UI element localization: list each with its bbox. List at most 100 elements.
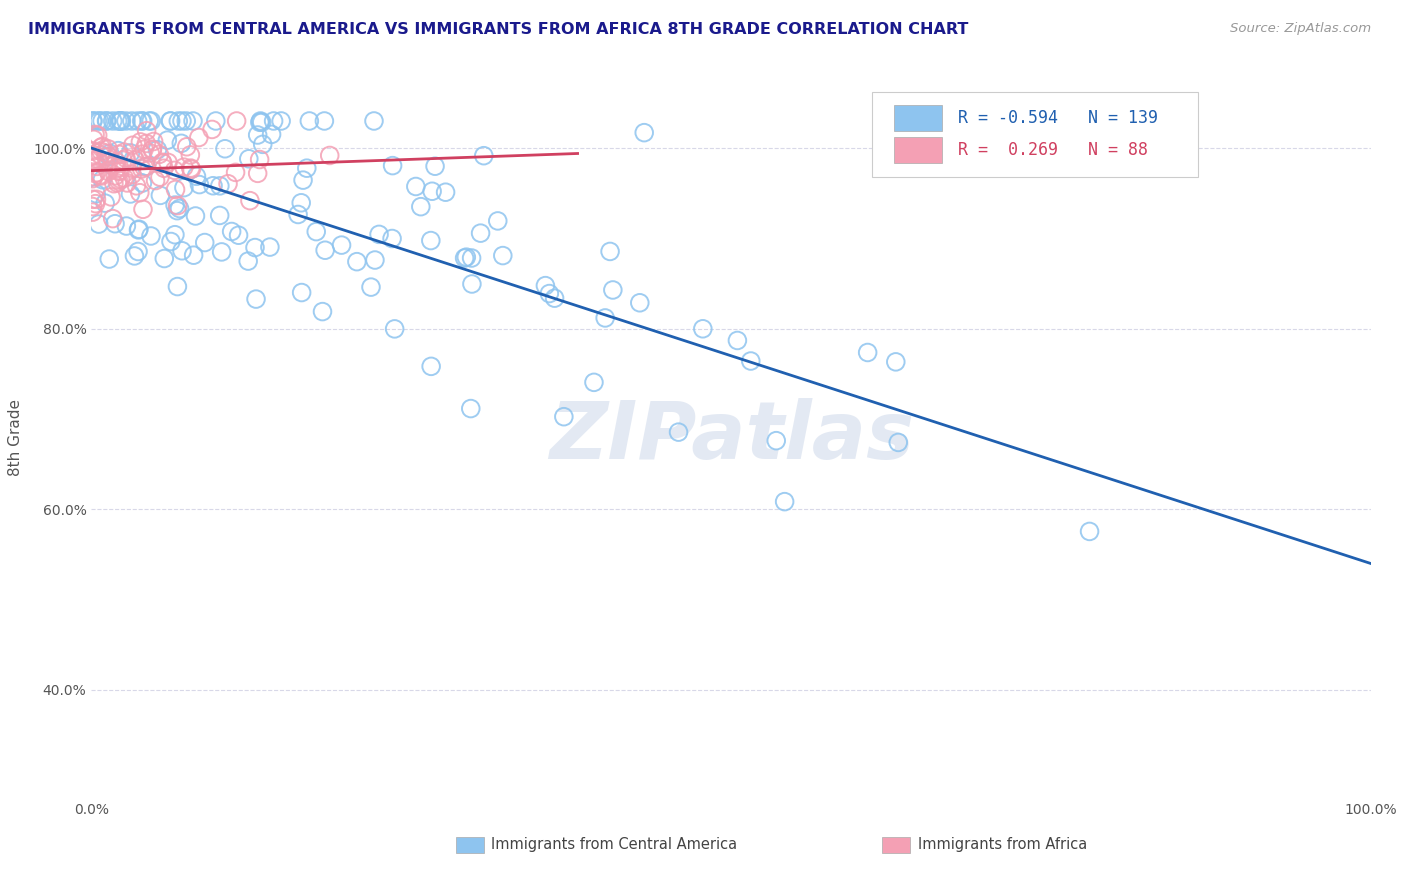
Point bbox=[628, 295, 651, 310]
Point bbox=[201, 122, 224, 136]
Point bbox=[204, 114, 226, 128]
Point bbox=[132, 202, 155, 217]
Point bbox=[381, 159, 404, 173]
Point bbox=[884, 355, 907, 369]
Point bbox=[84, 186, 107, 201]
Point bbox=[856, 345, 879, 359]
Point bbox=[124, 153, 146, 167]
Point bbox=[83, 132, 105, 146]
Point bbox=[166, 199, 188, 213]
Point bbox=[311, 304, 333, 318]
Point bbox=[86, 114, 108, 128]
Point bbox=[131, 114, 153, 128]
Point bbox=[170, 136, 193, 151]
Point bbox=[243, 241, 266, 255]
Point bbox=[208, 178, 231, 193]
Point bbox=[249, 115, 271, 129]
Point bbox=[187, 130, 209, 145]
Point bbox=[363, 114, 385, 128]
FancyBboxPatch shape bbox=[872, 92, 1198, 177]
Point bbox=[157, 155, 180, 169]
Point bbox=[174, 114, 197, 128]
Point bbox=[228, 228, 250, 243]
Point bbox=[121, 114, 143, 128]
Point bbox=[82, 114, 104, 128]
Point bbox=[128, 222, 150, 236]
Point bbox=[89, 148, 111, 162]
Point bbox=[145, 173, 167, 187]
Point bbox=[180, 161, 202, 175]
Point bbox=[166, 279, 188, 293]
Point bbox=[120, 145, 142, 160]
Point bbox=[89, 114, 111, 128]
Point bbox=[214, 142, 236, 156]
Point bbox=[110, 114, 132, 128]
Point bbox=[153, 161, 176, 176]
Point bbox=[108, 114, 131, 128]
Point bbox=[115, 219, 138, 233]
Point bbox=[90, 145, 112, 159]
Text: Source: ZipAtlas.com: Source: ZipAtlas.com bbox=[1230, 22, 1371, 36]
Point bbox=[141, 142, 163, 156]
Text: Immigrants from Africa: Immigrants from Africa bbox=[918, 837, 1087, 852]
Point bbox=[110, 114, 132, 128]
Point bbox=[180, 162, 202, 177]
Point bbox=[120, 186, 142, 201]
Point bbox=[131, 176, 153, 190]
Point bbox=[96, 114, 118, 128]
Point bbox=[97, 142, 120, 156]
Point bbox=[543, 291, 565, 305]
Point bbox=[139, 146, 162, 161]
Point bbox=[270, 114, 292, 128]
Point bbox=[149, 188, 172, 202]
Point bbox=[96, 114, 118, 128]
Point bbox=[104, 169, 127, 183]
Point bbox=[152, 156, 174, 170]
Point bbox=[287, 207, 309, 221]
Point bbox=[291, 285, 314, 300]
Point bbox=[149, 170, 172, 185]
Point bbox=[160, 235, 183, 249]
Point bbox=[97, 156, 120, 170]
Point bbox=[486, 214, 509, 228]
Point bbox=[141, 114, 163, 128]
Point bbox=[368, 227, 391, 242]
Point bbox=[82, 192, 104, 206]
Point bbox=[420, 359, 443, 374]
Point bbox=[87, 217, 110, 231]
Text: IMMIGRANTS FROM CENTRAL AMERICA VS IMMIGRANTS FROM AFRICA 8TH GRADE CORRELATION : IMMIGRANTS FROM CENTRAL AMERICA VS IMMIG… bbox=[28, 22, 969, 37]
Point bbox=[249, 114, 271, 128]
Point bbox=[470, 226, 492, 240]
Point bbox=[110, 172, 132, 186]
Point bbox=[141, 143, 163, 157]
Point bbox=[167, 114, 190, 128]
Point bbox=[108, 147, 131, 161]
Point bbox=[211, 244, 233, 259]
Point bbox=[101, 114, 124, 128]
Point bbox=[159, 114, 181, 128]
Point bbox=[103, 177, 125, 191]
Point bbox=[98, 149, 121, 163]
Point bbox=[692, 322, 714, 336]
Point bbox=[91, 172, 114, 186]
Point bbox=[97, 164, 120, 178]
Point bbox=[225, 165, 247, 179]
Point bbox=[91, 114, 114, 128]
Point bbox=[134, 142, 156, 156]
Point bbox=[582, 376, 605, 390]
Point bbox=[319, 148, 342, 162]
Point bbox=[127, 244, 149, 259]
Point bbox=[295, 161, 318, 176]
Point bbox=[128, 186, 150, 200]
Point bbox=[221, 225, 243, 239]
Point bbox=[94, 196, 117, 211]
Point bbox=[602, 283, 624, 297]
Point bbox=[1078, 524, 1101, 539]
Point bbox=[330, 238, 353, 252]
Point bbox=[453, 251, 475, 265]
Point bbox=[166, 203, 188, 218]
Point bbox=[250, 115, 273, 129]
Point bbox=[194, 235, 217, 250]
Point bbox=[82, 145, 104, 159]
Point bbox=[86, 128, 108, 143]
